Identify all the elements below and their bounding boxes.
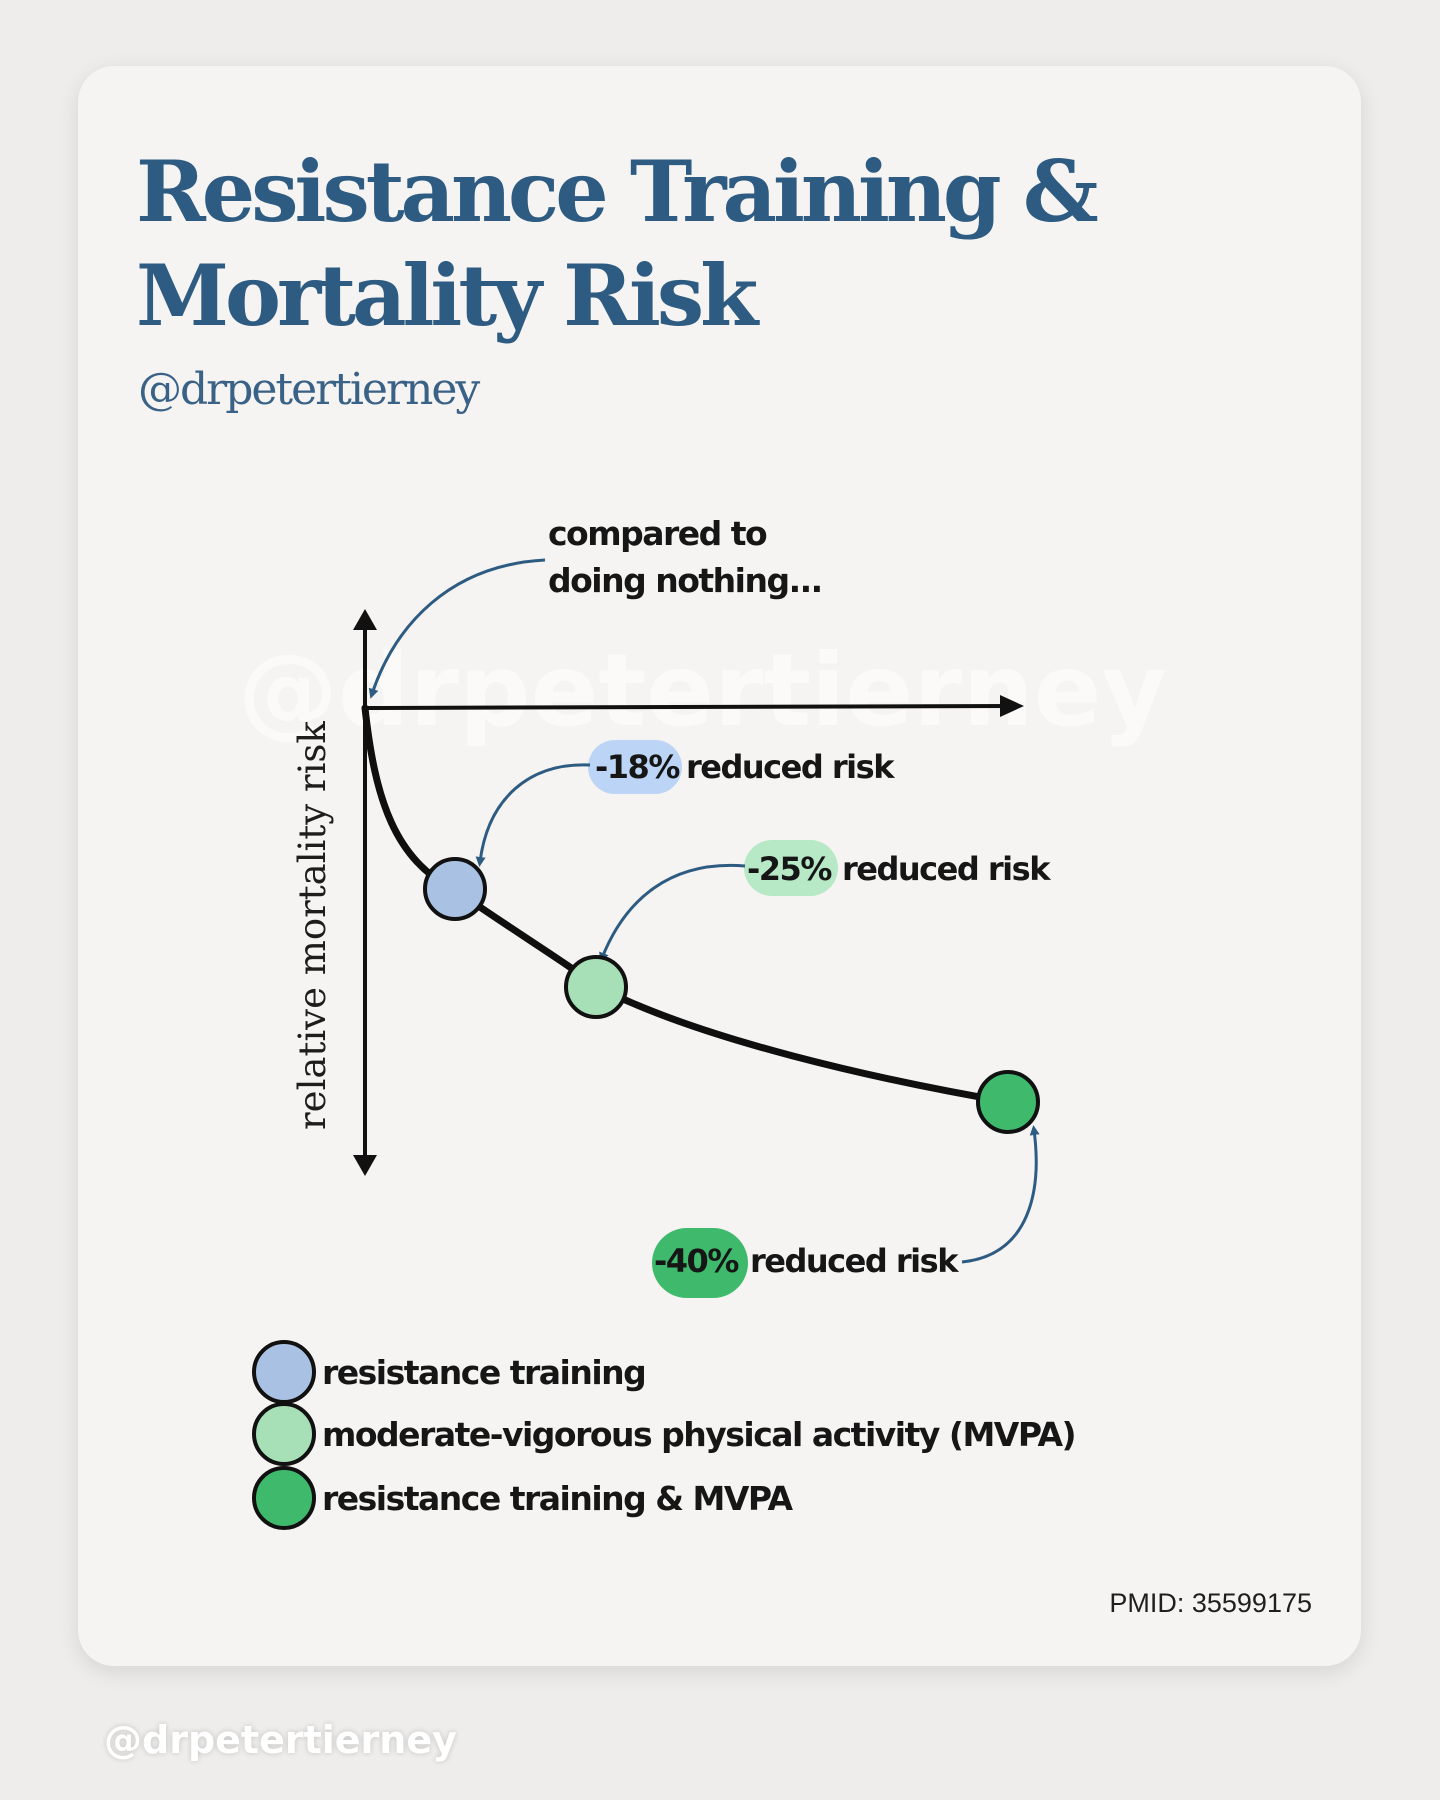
- note-rt-and-mvpa: reduced risk: [750, 1242, 959, 1280]
- badge-value-rt-and-mvpa: -40%: [654, 1242, 739, 1280]
- legend-swatch-rt-and-mvpa: [252, 1466, 316, 1530]
- legend-label-resistance-training: resistance training: [322, 1353, 645, 1392]
- baseline-annotation-arrow: [368, 558, 546, 699]
- chart-watermark: @drpetertierney: [238, 632, 1167, 749]
- y-axis-label: relative mortality risk: [291, 721, 334, 1130]
- badge-value-resistance-training: -18%: [595, 748, 680, 786]
- arrow-resistance-training: [475, 763, 591, 867]
- baseline-axis-arrow: [1000, 695, 1024, 717]
- data-point-resistance-training: [423, 857, 487, 921]
- author-handle: @drpetertierney: [138, 364, 480, 415]
- legend-label-rt-and-mvpa: resistance training & MVPA: [322, 1479, 794, 1518]
- badge-rt-and-mvpa: [652, 1228, 748, 1298]
- legend-swatch-resistance-training: [252, 1340, 316, 1404]
- pmid-reference: PMID: 35599175: [1109, 1588, 1312, 1618]
- page-title: Resistance Training & Mortality Risk: [136, 140, 1296, 348]
- title-line-2: Mortality Risk: [136, 246, 758, 345]
- baseline-axis: [364, 704, 1011, 710]
- badge-value-mvpa: -25%: [747, 850, 832, 888]
- legend-label-mvpa: moderate-vigorous physical activity (MVP…: [322, 1415, 1075, 1454]
- footer-watermark-handle: @drpetertierney: [104, 1718, 457, 1762]
- title-line-1: Resistance Training &: [136, 142, 1099, 241]
- y-axis-arrow-up: [353, 609, 377, 630]
- data-point-mvpa: [564, 955, 628, 1019]
- arrow-rt-and-mvpa: [961, 1125, 1040, 1264]
- baseline-annotation: compared to doing nothing...: [548, 514, 822, 600]
- baseline-annotation-line-2: doing nothing...: [548, 561, 822, 600]
- badge-resistance-training: [588, 740, 682, 794]
- y-axis-arrow-down: [353, 1155, 377, 1176]
- risk-curve: [361, 704, 1012, 1106]
- legend-swatch-mvpa: [252, 1402, 316, 1466]
- badge-mvpa: [744, 840, 838, 896]
- note-mvpa: reduced risk: [842, 850, 1051, 888]
- data-point-rt-and-mvpa: [976, 1070, 1040, 1134]
- baseline-annotation-line-1: compared to: [548, 514, 767, 553]
- legend: resistance training moderate-vigorous ph…: [252, 1340, 1077, 1530]
- note-resistance-training: reduced risk: [686, 748, 895, 786]
- arrow-mvpa: [599, 863, 746, 963]
